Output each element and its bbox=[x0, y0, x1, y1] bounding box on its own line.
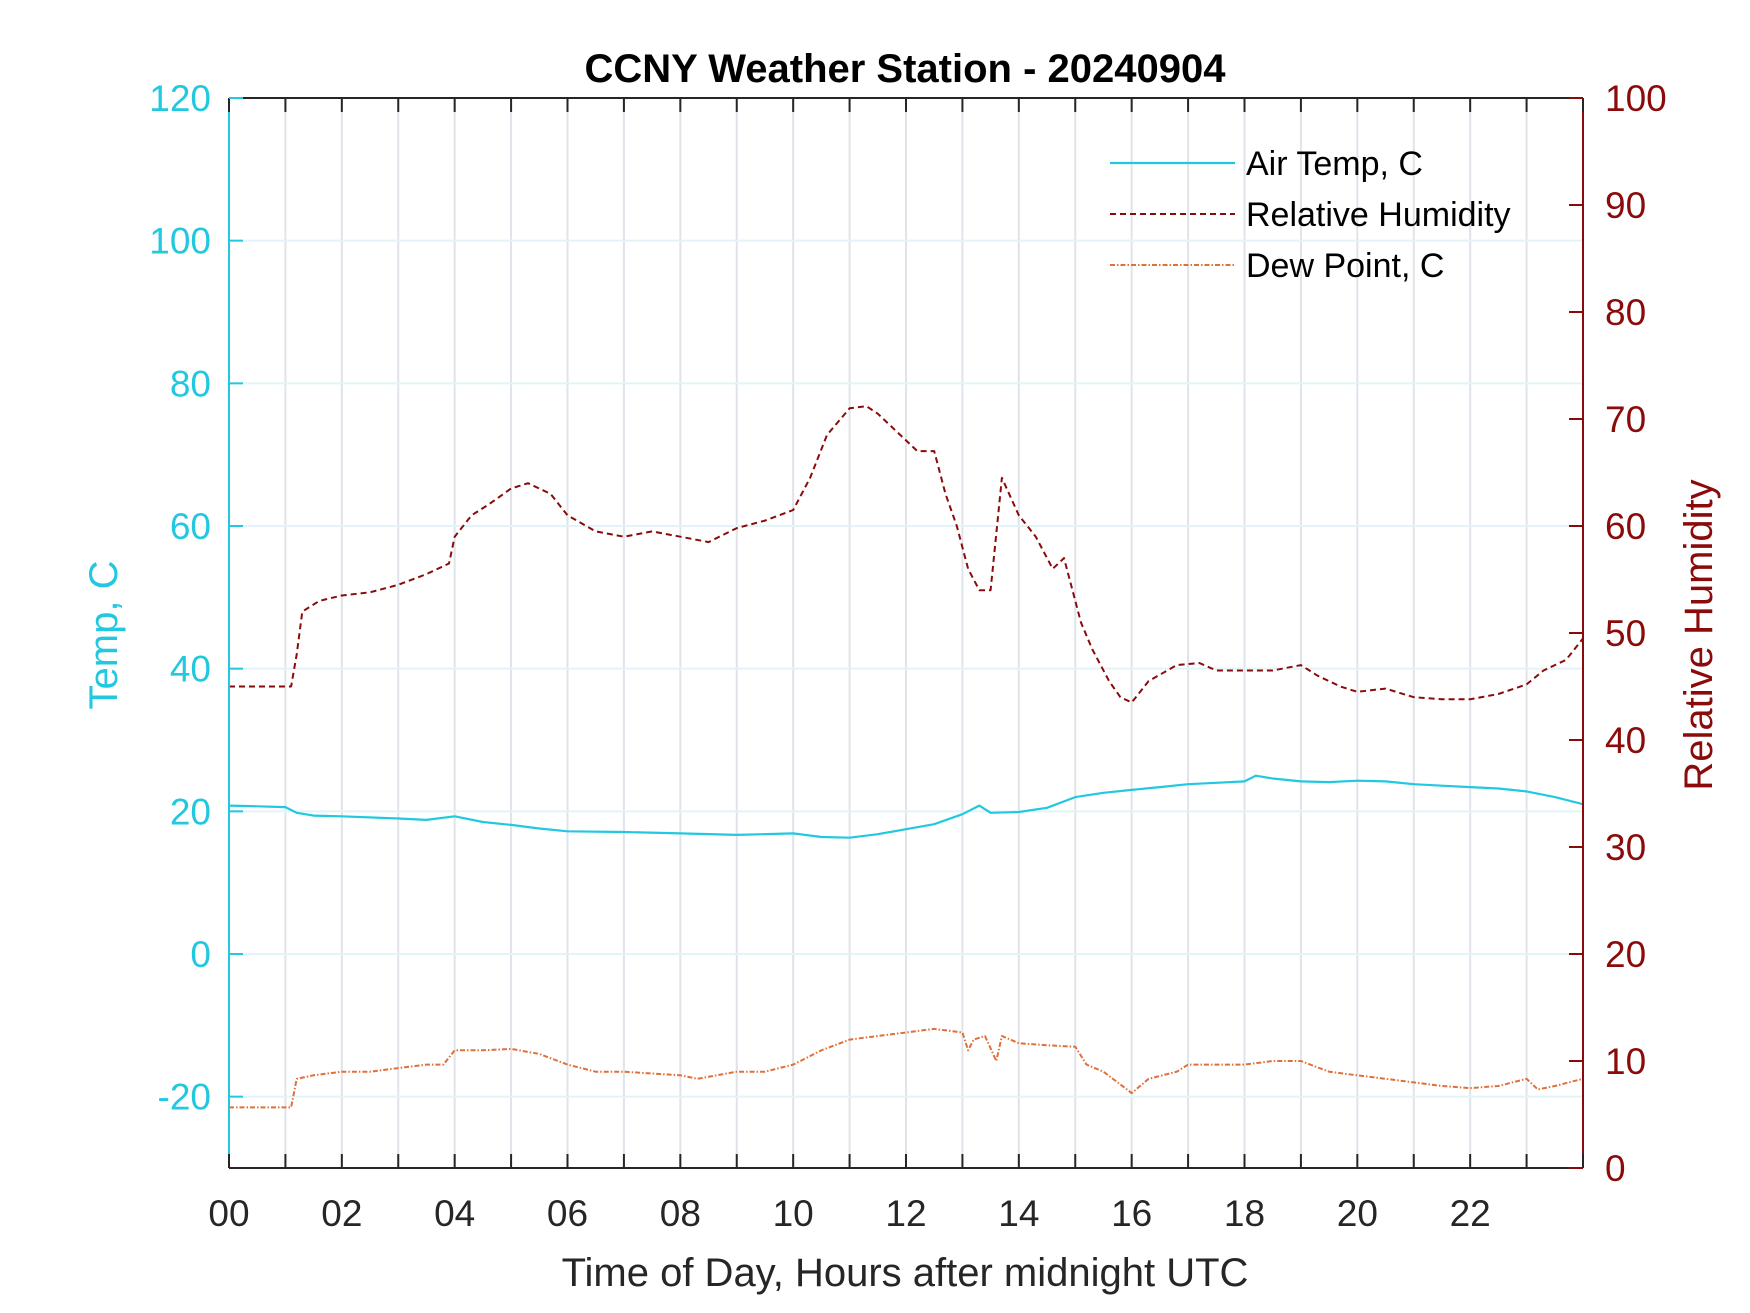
x-tick-label: 20 bbox=[1337, 1193, 1378, 1234]
x-tick-label: 04 bbox=[434, 1193, 475, 1234]
legend: Air Temp, C Relative Humidity Dew Point,… bbox=[1110, 145, 1511, 285]
y-left-tick-label: 60 bbox=[170, 506, 211, 547]
series-line-air-temp bbox=[228, 774, 1584, 839]
y-axis-right-label: Relative Humidity bbox=[1677, 479, 1721, 790]
x-tick-label: 10 bbox=[773, 1193, 814, 1234]
x-tick-label: 02 bbox=[321, 1193, 362, 1234]
x-tick-label: 12 bbox=[885, 1193, 926, 1234]
x-tick-label: 16 bbox=[1111, 1193, 1152, 1234]
y-left-tick-label: 80 bbox=[170, 363, 211, 404]
tick-labels: 00 02 04 06 08 10 12 14 16 18 20 22-200204060801001… bbox=[149, 78, 1666, 1234]
y-right-tick-label: 90 bbox=[1605, 185, 1646, 226]
x-axis-label: Time of Day, Hours after midnight UTC bbox=[562, 1251, 1249, 1295]
y-left-tick-label: -20 bbox=[158, 1077, 211, 1118]
chart-title: CCNY Weather Station - 20240904 bbox=[585, 47, 1227, 91]
grid-lines bbox=[229, 97, 1583, 1168]
y-right-tick-label: 10 bbox=[1605, 1041, 1646, 1082]
x-tick-label: 00 bbox=[208, 1193, 249, 1234]
x-tick-label: 22 bbox=[1450, 1193, 1491, 1234]
legend-label-air-temp: Air Temp, C bbox=[1246, 145, 1423, 183]
y-left-tick-label: 20 bbox=[170, 791, 211, 832]
y-right-tick-label: 40 bbox=[1605, 720, 1646, 761]
y-right-tick-label: 70 bbox=[1605, 399, 1646, 440]
y-right-tick-label: 80 bbox=[1605, 292, 1646, 333]
legend-label-humidity: Relative Humidity bbox=[1246, 196, 1511, 234]
y-right-tick-label: 20 bbox=[1605, 934, 1646, 975]
y-axis-left-label: Temp, C bbox=[82, 561, 126, 710]
y-right-tick-label: 50 bbox=[1605, 613, 1646, 654]
y-right-tick-label: 60 bbox=[1605, 506, 1646, 547]
x-tick-label: 06 bbox=[547, 1193, 588, 1234]
x-tick-label: 08 bbox=[660, 1193, 701, 1234]
y-left-tick-label: 0 bbox=[190, 934, 211, 975]
y-right-tick-label: 100 bbox=[1605, 78, 1667, 119]
y-right-tick-label: 30 bbox=[1605, 827, 1646, 868]
series-line-dew-point bbox=[229, 1027, 1584, 1109]
y-left-tick-label: 100 bbox=[149, 221, 211, 262]
series-line-humidity bbox=[229, 405, 1584, 704]
y-left-tick-label: 120 bbox=[149, 78, 211, 119]
y-right-tick-label: 0 bbox=[1605, 1148, 1626, 1189]
series-layer bbox=[228, 405, 1584, 1109]
axes bbox=[228, 97, 1584, 1169]
x-tick-label: 18 bbox=[1224, 1193, 1265, 1234]
y-left-tick-label: 40 bbox=[170, 649, 211, 690]
legend-label-dew-point: Dew Point, C bbox=[1246, 247, 1444, 285]
x-tick-label: 14 bbox=[998, 1193, 1039, 1234]
